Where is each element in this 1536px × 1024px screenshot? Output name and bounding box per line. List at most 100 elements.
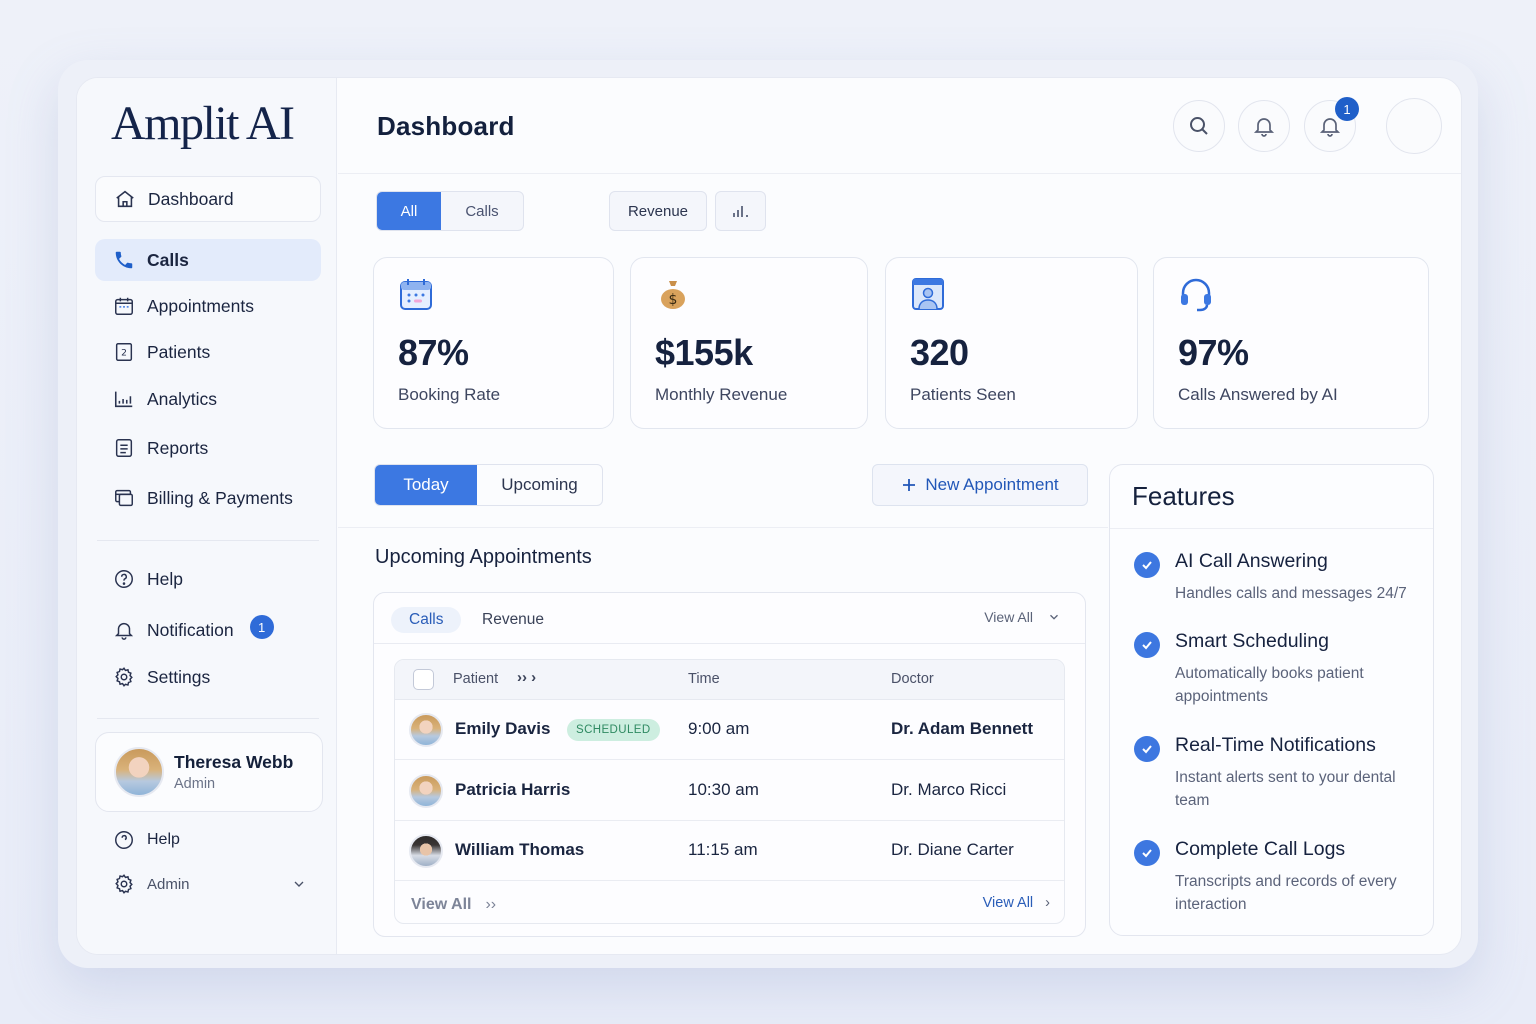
stat-card-monthly-revenue: $ $155k Monthly Revenue bbox=[630, 257, 868, 429]
sidebar-item-dashboard[interactable]: Dashboard bbox=[95, 176, 321, 222]
sidebar-divider bbox=[97, 540, 319, 541]
card-divider bbox=[374, 643, 1085, 644]
stat-value: 320 bbox=[910, 332, 969, 373]
sidebar-footer-admin[interactable]: Admin bbox=[95, 862, 321, 906]
sidebar-item-label: Help bbox=[147, 831, 180, 848]
sidebar-item-analytics[interactable]: Analytics bbox=[95, 377, 321, 421]
table-row[interactable]: Patricia Harris 10:30 am Dr. Marco Ricci bbox=[395, 761, 1064, 821]
appointments-toggle: Today Upcoming bbox=[374, 464, 603, 506]
money-bag-icon: $ bbox=[661, 281, 685, 309]
page-title: Dashboard bbox=[377, 111, 515, 141]
check-circle-icon bbox=[1134, 736, 1160, 762]
sort-chevrons-icon[interactable]: ›› › bbox=[517, 669, 537, 686]
calendar-icon bbox=[115, 297, 133, 315]
stat-card-patients-seen: 320 Patients Seen bbox=[885, 257, 1138, 429]
table-header: Patient ›› › Time Doctor bbox=[395, 660, 1064, 700]
stat-card-booking-rate: 87% Booking Rate bbox=[373, 257, 614, 429]
new-appointment-button[interactable]: New Appointment bbox=[872, 464, 1088, 506]
view-all-label: View All bbox=[411, 896, 472, 913]
filter-all[interactable]: All bbox=[377, 192, 441, 230]
view-all-label: View All bbox=[982, 895, 1034, 911]
feature-title: Complete Call Logs bbox=[1175, 838, 1346, 860]
features-title: Features bbox=[1132, 481, 1235, 511]
patient-avatar bbox=[409, 774, 443, 808]
feature-description: Handles calls and messages 24/7 bbox=[1175, 585, 1407, 602]
feature-description: Automatically books patient appointments bbox=[1175, 665, 1364, 705]
user-avatar bbox=[114, 747, 164, 797]
billing-icon bbox=[115, 489, 133, 507]
feature-title: AI Call Answering bbox=[1175, 550, 1328, 572]
view-all-dropdown[interactable]: View All bbox=[984, 609, 1061, 625]
notifications-button[interactable]: 1 bbox=[1304, 97, 1359, 152]
toggle-today[interactable]: Today bbox=[375, 465, 477, 505]
stat-label: Calls Answered by AI bbox=[1178, 385, 1338, 404]
table-row[interactable]: William Thomas 11:15 am Dr. Diane Carter bbox=[395, 821, 1064, 881]
alerts-button[interactable] bbox=[1238, 100, 1290, 152]
column-doctor: Doctor bbox=[891, 671, 934, 687]
help-icon bbox=[115, 831, 133, 849]
doctor-name: Dr. Marco Ricci bbox=[891, 780, 1007, 799]
bell-icon bbox=[1319, 118, 1341, 137]
bar-chart-icon bbox=[732, 206, 748, 217]
column-time: Time bbox=[688, 671, 720, 687]
sidebar-item-help[interactable]: Help bbox=[95, 557, 321, 601]
sidebar-item-patients[interactable]: 2 Patients bbox=[95, 330, 321, 374]
subtab-calls[interactable]: Calls bbox=[391, 607, 462, 633]
search-button[interactable] bbox=[1173, 100, 1225, 152]
sidebar-item-appointments[interactable]: Appointments bbox=[95, 284, 321, 328]
help-icon bbox=[115, 570, 133, 588]
bell-icon bbox=[114, 622, 134, 640]
filter-revenue[interactable]: Revenue bbox=[609, 191, 707, 231]
doctor-name: Dr. Adam Bennett bbox=[891, 719, 1034, 738]
stat-value: 97% bbox=[1178, 332, 1249, 373]
column-patient[interactable]: Patient bbox=[453, 671, 499, 687]
sidebar: Amplit AI Dashboard Calls Appointments 2… bbox=[77, 78, 337, 954]
sidebar-item-label: Settings bbox=[147, 666, 211, 687]
calendar-icon bbox=[400, 279, 432, 310]
status-badge: SCHEDULED bbox=[567, 719, 660, 741]
app-logo: Amplit AI bbox=[111, 97, 295, 150]
sidebar-item-notification[interactable]: Notification 1 bbox=[95, 608, 321, 652]
app-window: Amplit AI Dashboard Calls Appointments 2… bbox=[76, 77, 1462, 955]
sidebar-item-label: Dashboard bbox=[148, 188, 234, 209]
chevron-down-icon bbox=[1050, 614, 1058, 620]
stat-label: Booking Rate bbox=[398, 385, 501, 404]
top-header: Dashboard 1 bbox=[338, 78, 1461, 174]
features-panel: Features AI Call Answering Handles calls… bbox=[1109, 464, 1434, 936]
upcoming-appointments-title: Upcoming Appointments bbox=[375, 546, 592, 568]
table-row[interactable]: Emily Davis SCHEDULED 9:00 am Dr. Adam B… bbox=[395, 700, 1064, 760]
sidebar-item-label: Billing & Payments bbox=[147, 487, 293, 508]
home-icon bbox=[116, 190, 134, 208]
subtab-revenue[interactable]: Revenue bbox=[482, 611, 545, 628]
patient-avatar bbox=[409, 713, 443, 747]
chevron-down-icon[interactable] bbox=[291, 876, 307, 892]
stat-value: 87% bbox=[398, 332, 469, 373]
sidebar-item-billing[interactable]: Billing & Payments bbox=[95, 476, 321, 520]
patient-card-icon bbox=[912, 278, 944, 310]
sidebar-item-settings[interactable]: Settings bbox=[95, 655, 321, 699]
sidebar-item-reports[interactable]: Reports bbox=[95, 426, 321, 470]
sidebar-item-label: Notification bbox=[147, 619, 234, 640]
features-divider bbox=[1110, 528, 1433, 529]
toggle-upcoming[interactable]: Upcoming bbox=[501, 475, 578, 494]
chart-view-button[interactable] bbox=[715, 191, 766, 231]
select-all-checkbox[interactable] bbox=[413, 669, 434, 690]
sidebar-item-label: Help bbox=[147, 568, 183, 589]
sidebar-item-calls[interactable]: Calls bbox=[95, 239, 321, 281]
svg-text:2: 2 bbox=[121, 348, 127, 359]
plus-icon bbox=[903, 479, 916, 491]
user-name: Theresa Webb bbox=[174, 752, 294, 772]
view-all-link-left[interactable]: View All ›› bbox=[411, 896, 496, 914]
sidebar-item-label: Appointments bbox=[147, 295, 255, 316]
user-profile-card[interactable]: Theresa Webb Admin bbox=[95, 732, 323, 812]
headset-icon bbox=[1181, 278, 1211, 312]
patients-icon: 2 bbox=[115, 343, 133, 361]
appointment-time: 11:15 am bbox=[688, 840, 758, 859]
view-all-link-right[interactable]: View All › bbox=[983, 895, 1050, 911]
notification-count-badge: 1 bbox=[249, 615, 274, 639]
filter-calls[interactable]: Calls bbox=[465, 202, 499, 220]
sidebar-footer-help[interactable]: Help bbox=[95, 818, 321, 862]
view-all-label: View All bbox=[984, 609, 1033, 625]
profile-avatar-button[interactable] bbox=[1386, 98, 1442, 154]
appointments-table: Patient ›› › Time Doctor Emily Davis SCH… bbox=[394, 659, 1065, 924]
